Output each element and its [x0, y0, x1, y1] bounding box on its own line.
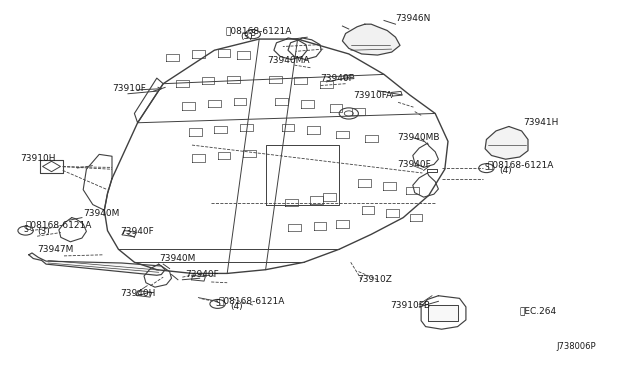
Polygon shape	[485, 126, 528, 159]
Text: J738006P: J738006P	[557, 342, 596, 351]
Polygon shape	[342, 24, 400, 55]
Text: 73910H: 73910H	[20, 154, 56, 163]
Text: 73910FB: 73910FB	[390, 301, 430, 310]
Text: ⓈEC.264: ⓈEC.264	[520, 306, 557, 315]
Text: 73940F: 73940F	[320, 74, 354, 83]
Text: Ⓢ08168-6121A: Ⓢ08168-6121A	[225, 26, 292, 35]
Text: Ⓢ08168-6121A: Ⓢ08168-6121A	[219, 296, 285, 305]
Text: (3): (3)	[240, 32, 253, 41]
Text: 73910F: 73910F	[112, 84, 146, 93]
Text: S: S	[484, 163, 489, 172]
Text: (4): (4)	[499, 166, 512, 175]
Text: 73940F: 73940F	[186, 270, 220, 279]
Text: 73940M: 73940M	[159, 254, 195, 263]
Text: (3): (3)	[37, 227, 50, 236]
Text: 73940F: 73940F	[120, 227, 154, 236]
Text: 73941H: 73941H	[524, 118, 559, 126]
Polygon shape	[428, 305, 458, 321]
Text: 73940H: 73940H	[120, 289, 156, 298]
Text: 73910Z: 73910Z	[357, 275, 392, 284]
Text: 73940MB: 73940MB	[397, 133, 439, 142]
Text: 73940M: 73940M	[83, 209, 120, 218]
Text: Ⓢ08168-6121A: Ⓢ08168-6121A	[26, 221, 92, 230]
Text: (4): (4)	[230, 302, 243, 311]
Text: 73910FA: 73910FA	[353, 92, 392, 100]
Polygon shape	[29, 253, 165, 275]
Text: 73940F: 73940F	[397, 160, 431, 169]
Text: Ⓢ08168-6121A: Ⓢ08168-6121A	[488, 160, 554, 169]
Text: S: S	[23, 225, 28, 234]
Text: S: S	[215, 299, 220, 308]
Text: 73940MA: 73940MA	[268, 56, 310, 65]
Text: 73947M: 73947M	[37, 246, 74, 254]
Text: 73946N: 73946N	[396, 14, 431, 23]
Text: S: S	[250, 29, 255, 38]
